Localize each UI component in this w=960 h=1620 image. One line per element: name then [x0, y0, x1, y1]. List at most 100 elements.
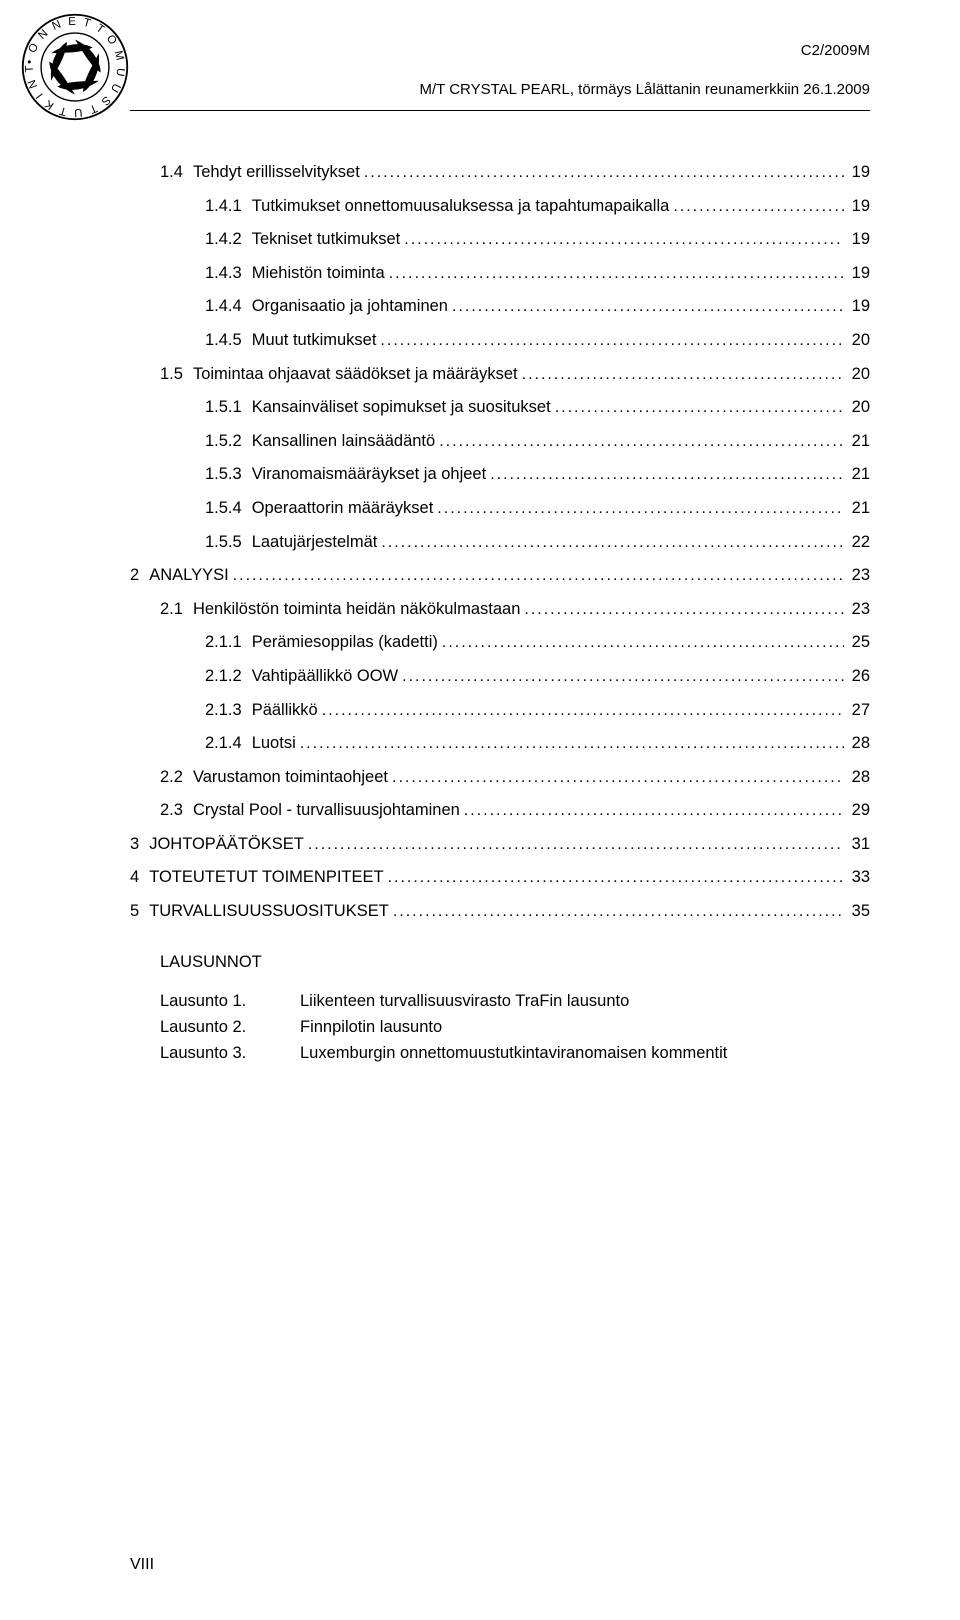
toc-entry-number: 1.4.4	[205, 295, 252, 317]
toc-entry-page: 22	[848, 531, 870, 553]
toc-entry-page: 27	[848, 699, 870, 721]
toc-entry-number: 2.2	[160, 766, 193, 788]
toc-entry-label: Operaattorin määräykset	[252, 497, 434, 519]
toc-leader-dots	[380, 329, 843, 352]
toc-leader-dots	[555, 396, 844, 419]
toc-entry-number: 3	[130, 833, 149, 855]
toc-entry-number: 1.4.1	[205, 195, 252, 217]
toc-entry-page: 19	[848, 195, 870, 217]
toc-entry-number: 1.4.2	[205, 228, 252, 250]
toc-entry-label: Miehistön toiminta	[252, 262, 385, 284]
lausunto-key: Lausunto 1.	[160, 990, 300, 1014]
document-header: C2/2009M M/T CRYSTAL PEARL, törmäys Lålä…	[130, 40, 870, 100]
toc-leader-dots	[673, 195, 843, 218]
toc-entry-number: 1.4.3	[205, 262, 252, 284]
toc-entry-label: Muut tutkimukset	[252, 329, 377, 351]
organization-logo: • O N N E T T O M U U S T U T K I N T A …	[20, 12, 130, 122]
toc-entry-page: 28	[848, 766, 870, 788]
toc-entry-page: 33	[848, 866, 870, 888]
lausunnot-list: Lausunto 1.Liikenteen turvallisuusvirast…	[160, 990, 870, 1066]
toc-entry: 1.5.1Kansainväliset sopimukset ja suosit…	[205, 396, 870, 419]
toc-entry: 2ANALYYSI23	[130, 564, 870, 587]
toc-entry: 4TOTEUTETUT TOIMENPITEET33	[130, 866, 870, 889]
toc-entry-number: 2	[130, 564, 149, 586]
toc-entry-label: Päällikkö	[252, 699, 318, 721]
toc-entry-label: Tehdyt erillisselvitykset	[193, 161, 360, 183]
toc-entry-number: 2.1.3	[205, 699, 252, 721]
toc-entry-page: 19	[848, 262, 870, 284]
toc-entry-label: Luotsi	[252, 732, 296, 754]
toc-entry: 1.5.2Kansallinen lainsäädäntö21	[205, 430, 870, 453]
toc-entry: 2.2Varustamon toimintaohjeet28	[160, 766, 870, 789]
toc-leader-dots	[364, 161, 844, 184]
toc-entry: 5TURVALLISUUSSUOSITUKSET 35	[130, 900, 870, 923]
toc-entry: 2.1.1Perämiesoppilas (kadetti) 25	[205, 631, 870, 654]
toc-entry-label: Toimintaa ohjaavat säädökset ja määräyks…	[193, 363, 518, 385]
toc-entry-label: TURVALLISUUSSUOSITUKSET	[149, 900, 389, 922]
toc-entry: 2.1.2Vahtipäällikkö OOW 26	[205, 665, 870, 688]
toc-leader-dots	[442, 631, 844, 654]
toc-entry-number: 1.5.4	[205, 497, 252, 519]
toc-entry-page: 19	[848, 295, 870, 317]
toc-entry-page: 20	[848, 363, 870, 385]
toc-entry-number: 1.4	[160, 161, 193, 183]
toc-entry-label: Henkilöstön toiminta heidän näkökulmasta…	[193, 598, 520, 620]
toc-entry-label: Kansainväliset sopimukset ja suositukset	[252, 396, 551, 418]
toc-entry-page: 28	[848, 732, 870, 754]
toc-entry-number: 1.5.2	[205, 430, 252, 452]
toc-leader-dots	[393, 900, 844, 923]
toc-entry-number: 2.1.4	[205, 732, 252, 754]
toc-entry-label: TOTEUTETUT TOIMENPITEET	[149, 866, 383, 888]
toc-entry-number: 2.3	[160, 799, 193, 821]
toc-entry: 3JOHTOPÄÄTÖKSET 31	[130, 833, 870, 856]
toc-entry-number: 5	[130, 900, 149, 922]
toc-leader-dots	[300, 732, 844, 755]
toc-entry-label: ANALYYSI	[149, 564, 228, 586]
toc-entry-page: 19	[848, 228, 870, 250]
toc-entry-page: 20	[848, 396, 870, 418]
toc-entry: 2.1.3Päällikkö 27	[205, 699, 870, 722]
toc-leader-dots	[233, 564, 844, 587]
lausunto-text: Liikenteen turvallisuusvirasto TraFin la…	[300, 990, 629, 1014]
toc-leader-dots	[388, 866, 844, 889]
toc-entry: 1.4.3Miehistön toiminta 19	[205, 262, 870, 285]
lausunto-text: Finnpilotin lausunto	[300, 1016, 442, 1040]
toc-entry: 1.4.4Organisaatio ja johtaminen 19	[205, 295, 870, 318]
toc-leader-dots	[308, 833, 844, 856]
toc-entry-number: 2.1	[160, 598, 193, 620]
toc-entry-label: Kansallinen lainsäädäntö	[252, 430, 435, 452]
toc-entry-page: 29	[848, 799, 870, 821]
toc-entry-page: 21	[848, 463, 870, 485]
lausunto-item: Lausunto 2.Finnpilotin lausunto	[160, 1016, 870, 1040]
toc-entry-label: Laatujärjestelmät	[252, 531, 378, 553]
toc-entry-number: 2.1.2	[205, 665, 252, 687]
toc-leader-dots	[464, 799, 844, 822]
toc-entry: 1.5.4Operaattorin määräykset21	[205, 497, 870, 520]
toc-entry-page: 35	[848, 900, 870, 922]
toc-leader-dots	[490, 463, 843, 486]
document-title: M/T CRYSTAL PEARL, törmäys Lålättanin re…	[130, 79, 870, 100]
toc-entry: 1.5Toimintaa ohjaavat säädökset ja määrä…	[160, 363, 870, 386]
toc-entry-number: 1.5.3	[205, 463, 252, 485]
toc-leader-dots	[392, 766, 844, 789]
lausunto-text: Luxemburgin onnettomuustutkintaviranomai…	[300, 1042, 727, 1066]
toc-entry-number: 2.1.1	[205, 631, 252, 653]
toc-entry-page: 25	[848, 631, 870, 653]
toc-entry: 1.5.3Viranomaismääräykset ja ohjeet 21	[205, 463, 870, 486]
lausunto-item: Lausunto 3.Luxemburgin onnettomuustutkin…	[160, 1042, 870, 1066]
lausunto-key: Lausunto 2.	[160, 1016, 300, 1040]
toc-entry-number: 1.5.1	[205, 396, 252, 418]
toc-entry-label: Crystal Pool - turvallisuusjohtaminen	[193, 799, 460, 821]
toc-entry-label: Vahtipäällikkö OOW	[252, 665, 398, 687]
toc-entry-label: Perämiesoppilas (kadetti)	[252, 631, 438, 653]
header-divider	[130, 110, 870, 111]
toc-entry-label: Organisaatio ja johtaminen	[252, 295, 448, 317]
toc-entry-page: 31	[848, 833, 870, 855]
toc-leader-dots	[402, 665, 844, 688]
toc-entry-label: Viranomaismääräykset ja ohjeet	[252, 463, 486, 485]
toc-leader-dots	[522, 363, 844, 386]
toc-entry: 1.4Tehdyt erillisselvitykset19	[160, 161, 870, 184]
toc-entry-page: 26	[848, 665, 870, 687]
toc-entry: 1.4.5Muut tutkimukset20	[205, 329, 870, 352]
toc-entry-label: JOHTOPÄÄTÖKSET	[149, 833, 304, 855]
